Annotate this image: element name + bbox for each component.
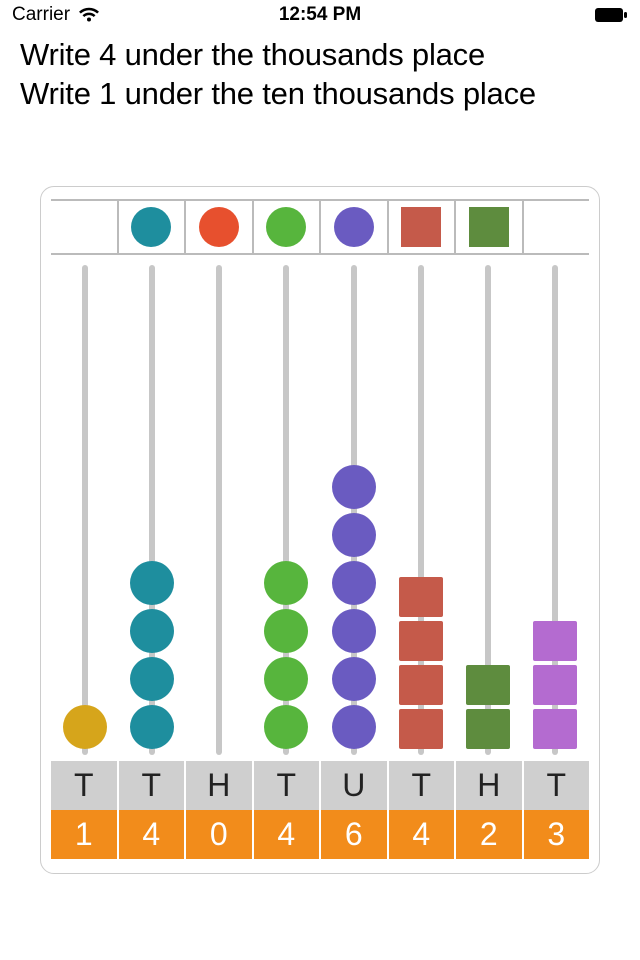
rod[interactable] — [455, 265, 522, 755]
place-label: T — [119, 761, 187, 810]
place-value[interactable]: 4 — [389, 810, 457, 859]
bead[interactable] — [332, 465, 376, 509]
place-label: H — [456, 761, 524, 810]
circle-swatch[interactable] — [334, 207, 374, 247]
palette-cell[interactable] — [254, 201, 322, 253]
values-row: 14046423 — [51, 810, 589, 859]
bead[interactable] — [533, 709, 577, 749]
circle-swatch[interactable] — [131, 207, 171, 247]
bead[interactable] — [264, 609, 308, 653]
bead[interactable] — [533, 621, 577, 661]
palette-row — [51, 199, 589, 255]
bead[interactable] — [130, 609, 174, 653]
circle-swatch[interactable] — [199, 207, 239, 247]
bead[interactable] — [399, 621, 443, 661]
bead[interactable] — [332, 705, 376, 749]
place-value[interactable]: 3 — [524, 810, 590, 859]
bead[interactable] — [466, 709, 510, 749]
place-label: H — [186, 761, 254, 810]
rod[interactable] — [522, 265, 589, 755]
bead[interactable] — [264, 657, 308, 701]
square-swatch[interactable] — [401, 207, 441, 247]
bead[interactable] — [399, 577, 443, 617]
rod[interactable] — [320, 265, 387, 755]
place-value[interactable]: 1 — [51, 810, 119, 859]
place-label: T — [254, 761, 322, 810]
place-value[interactable]: 4 — [254, 810, 322, 859]
bead[interactable] — [264, 705, 308, 749]
rod[interactable] — [387, 265, 454, 755]
place-label: T — [51, 761, 119, 810]
palette-cell[interactable] — [51, 201, 119, 253]
bead[interactable] — [332, 561, 376, 605]
place-value[interactable]: 2 — [456, 810, 524, 859]
palette-cell[interactable] — [524, 201, 590, 253]
rod[interactable] — [118, 265, 185, 755]
bead[interactable] — [332, 657, 376, 701]
place-value[interactable]: 6 — [321, 810, 389, 859]
circle-swatch[interactable] — [266, 207, 306, 247]
bead[interactable] — [130, 657, 174, 701]
bead[interactable] — [466, 665, 510, 705]
bead[interactable] — [264, 561, 308, 605]
instruction-line: Write 4 under the thousands place — [20, 36, 620, 75]
palette-cell[interactable] — [456, 201, 524, 253]
rod[interactable] — [51, 265, 118, 755]
rod[interactable] — [186, 265, 253, 755]
abacus-card: TTHTUTHT 14046423 — [40, 186, 600, 874]
bead[interactable] — [399, 665, 443, 705]
bead[interactable] — [63, 705, 107, 749]
place-value[interactable]: 4 — [119, 810, 187, 859]
palette-cell[interactable] — [186, 201, 254, 253]
bead[interactable] — [130, 705, 174, 749]
palette-cell[interactable] — [389, 201, 457, 253]
status-bar: Carrier 12:54 PM — [0, 0, 640, 30]
bead[interactable] — [130, 561, 174, 605]
rods-area — [51, 265, 589, 755]
place-value[interactable]: 0 — [186, 810, 254, 859]
palette-cell[interactable] — [119, 201, 187, 253]
square-swatch[interactable] — [469, 207, 509, 247]
clock-label: 12:54 PM — [0, 4, 640, 26]
bead[interactable] — [533, 665, 577, 705]
instruction-line: Write 1 under the ten thousands place — [20, 75, 620, 114]
instruction-text: Write 4 under the thousands place Write … — [0, 30, 640, 114]
bead[interactable] — [332, 609, 376, 653]
place-label: T — [524, 761, 590, 810]
place-label: T — [389, 761, 457, 810]
palette-cell[interactable] — [321, 201, 389, 253]
place-label: U — [321, 761, 389, 810]
bead[interactable] — [332, 513, 376, 557]
rod[interactable] — [253, 265, 320, 755]
labels-row: TTHTUTHT — [51, 761, 589, 810]
bead[interactable] — [399, 709, 443, 749]
